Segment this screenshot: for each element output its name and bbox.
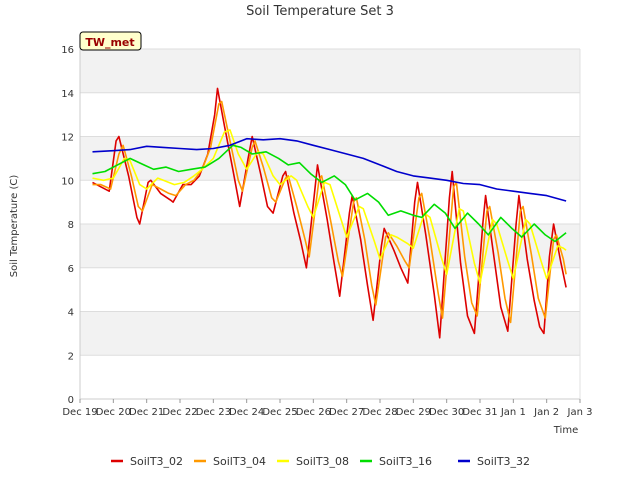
- y-axis-ticks: 0 2 4 6 8 10 12 14 16: [61, 45, 74, 406]
- x-tick-label: Dec 25: [262, 407, 297, 418]
- x-tick-label: Dec 27: [329, 407, 364, 418]
- series-line-soilt3-08: [92, 129, 567, 284]
- legend-item-soilt3-08: SoilT3_08: [277, 455, 349, 468]
- series-line-soilt3-32: [92, 137, 567, 202]
- x-tick-label: Dec 22: [162, 407, 197, 418]
- y-tick-label: 12: [61, 133, 74, 144]
- x-tick-label: Dec 24: [229, 407, 264, 418]
- x-tick-label: Dec 23: [196, 407, 231, 418]
- series-lines: [92, 87, 567, 339]
- x-tick-label: Dec 21: [129, 407, 164, 418]
- x-tick-label: Dec 20: [96, 407, 131, 418]
- chart-title: Soil Temperature Set 3: [246, 4, 394, 19]
- x-tick-label: Dec 26: [296, 407, 331, 418]
- y-tick-label: 6: [68, 264, 74, 275]
- legend: SoilT3_02 SoilT3_04 SoilT3_08 SoilT3_16 Soil…: [111, 455, 530, 468]
- legend-label: SoilT3_04: [213, 455, 266, 468]
- x-tick-label: Jan 2: [533, 407, 559, 418]
- series-line-soilt3-02: [92, 87, 567, 339]
- x-tick-label: Dec 31: [462, 407, 497, 418]
- series-line-soilt3-16: [92, 144, 567, 243]
- legend-item-soilt3-02: SoilT3_02: [111, 455, 183, 468]
- legend-label: SoilT3_02: [130, 455, 183, 468]
- x-tick-label: Dec 30: [429, 407, 464, 418]
- plot-band: [80, 311, 580, 356]
- x-tick-label: Jan 1: [500, 407, 526, 418]
- legend-label: SoilT3_08: [296, 455, 349, 468]
- legend-item-soilt3-32: SoilT3_32: [458, 455, 530, 468]
- legend-label: SoilT3_16: [379, 455, 432, 468]
- legend-label: SoilT3_32: [477, 455, 530, 468]
- y-tick-label: 2: [68, 351, 74, 362]
- x-tick-label: Jan 3: [567, 407, 593, 418]
- plot-band: [80, 224, 580, 268]
- plot-band: [80, 136, 580, 181]
- axes: [79, 49, 581, 400]
- y-tick-label: 0: [68, 395, 74, 406]
- x-tick-label: Dec 19: [62, 407, 97, 418]
- series-line-soilt3-04: [92, 100, 567, 324]
- y-tick-label: 4: [68, 308, 74, 319]
- site-label-box: TW_met: [79, 31, 142, 51]
- y-tick-label: 14: [61, 89, 74, 100]
- y-axis-label: Soil Temperature (C): [9, 175, 20, 278]
- legend-item-soilt3-04: SoilT3_04: [194, 455, 266, 468]
- x-axis-label: Time: [553, 425, 578, 436]
- x-tick-label: Dec 28: [362, 407, 397, 418]
- y-tick-label: 16: [61, 45, 74, 56]
- y-tick-label: 8: [68, 220, 74, 231]
- y-tick-label: 10: [61, 176, 74, 187]
- plot-band: [80, 49, 580, 93]
- site-label: TW_met: [85, 36, 134, 49]
- legend-item-soilt3-16: SoilT3_16: [360, 455, 432, 468]
- x-tick-label: Dec 29: [396, 407, 431, 418]
